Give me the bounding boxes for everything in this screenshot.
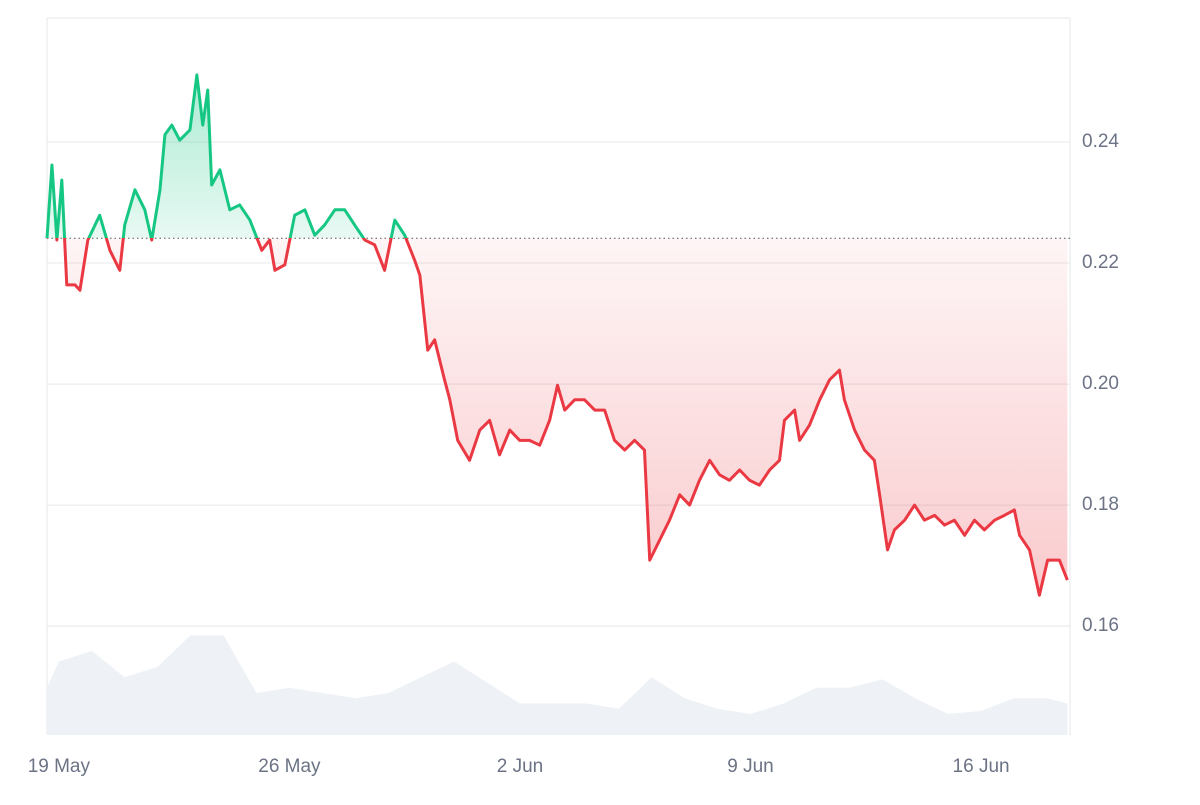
x-tick-label: 26 May bbox=[258, 756, 321, 777]
y-tick-label: 0.24 bbox=[1082, 131, 1119, 152]
x-tick-label: 2 Jun bbox=[497, 756, 543, 777]
volume-area bbox=[47, 635, 1068, 735]
x-tick-label: 9 Jun bbox=[727, 756, 773, 777]
y-tick-label: 0.20 bbox=[1082, 373, 1119, 394]
y-tick-label: 0.16 bbox=[1082, 615, 1119, 636]
y-tick-label: 0.18 bbox=[1082, 494, 1119, 515]
price-area bbox=[47, 74, 1068, 596]
x-tick-label: 16 Jun bbox=[953, 756, 1010, 777]
x-tick-label: 19 May bbox=[28, 756, 91, 777]
y-tick-label: 0.22 bbox=[1082, 252, 1119, 273]
price-line bbox=[45, 73, 1069, 597]
